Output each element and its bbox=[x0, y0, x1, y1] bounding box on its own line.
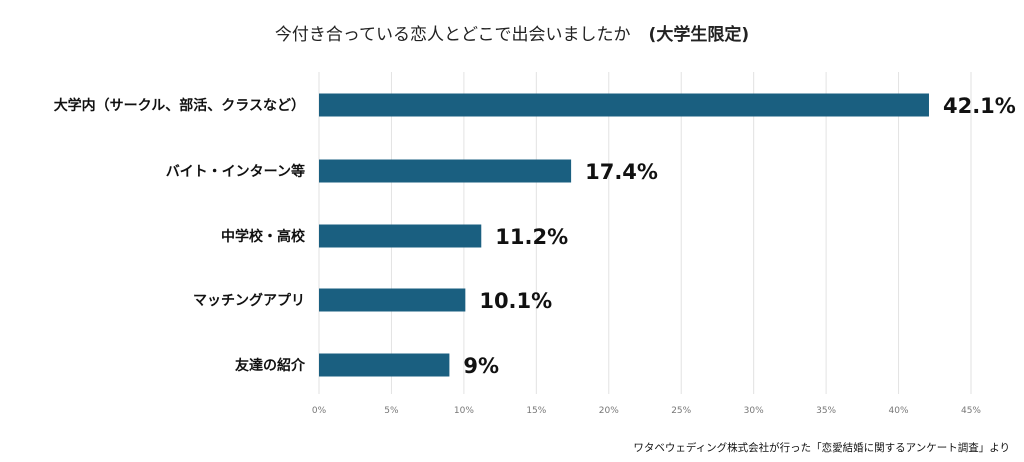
x-tick-label: 25% bbox=[671, 406, 691, 416]
category-label: バイト・インターン等 bbox=[166, 163, 305, 180]
bar bbox=[319, 288, 466, 312]
x-tick-label: 20% bbox=[599, 406, 619, 416]
x-tick-label: 15% bbox=[526, 406, 546, 416]
category-label: マッチングアプリ bbox=[193, 292, 305, 309]
value-label: 9% bbox=[463, 354, 499, 378]
x-tick-label: 10% bbox=[454, 406, 474, 416]
x-tick-label: 30% bbox=[744, 406, 764, 416]
bar bbox=[319, 93, 929, 117]
x-tick-label: 40% bbox=[889, 406, 909, 416]
source-note: ワタベウェディング株式会社が行った「恋愛結婚に関するアンケート調査」より bbox=[633, 442, 1010, 454]
x-tick-label: 5% bbox=[384, 406, 399, 416]
title-subtitle: (大学生限定) bbox=[648, 25, 750, 45]
value-label: 10.1% bbox=[479, 289, 552, 313]
chart-title: 今付き合っている恋人とどこで出会いましたか (大学生限定) bbox=[0, 20, 1024, 45]
bar bbox=[319, 224, 482, 248]
bar bbox=[319, 159, 572, 183]
category-label: 中学校・高校 bbox=[221, 228, 306, 245]
bar bbox=[319, 353, 450, 377]
value-label: 11.2% bbox=[495, 225, 568, 249]
title-main: 今付き合っている恋人とどこで出会いましたか bbox=[274, 25, 631, 45]
x-tick-label: 0% bbox=[312, 406, 327, 416]
value-label: 42.1% bbox=[943, 94, 1016, 118]
bar-chart: 0% 5% 10% 15% 20% 25% 30% 35% 40% 45% 大学内（サークル、部活、… bbox=[54, 72, 1016, 416]
x-tick-label: 35% bbox=[816, 406, 836, 416]
x-tick-label: 45% bbox=[961, 406, 981, 416]
value-label: 17.4% bbox=[585, 160, 658, 184]
category-label: 大学内（サークル、部活、クラスなど） bbox=[54, 97, 305, 114]
category-label: 友達の紹介 bbox=[235, 357, 306, 374]
